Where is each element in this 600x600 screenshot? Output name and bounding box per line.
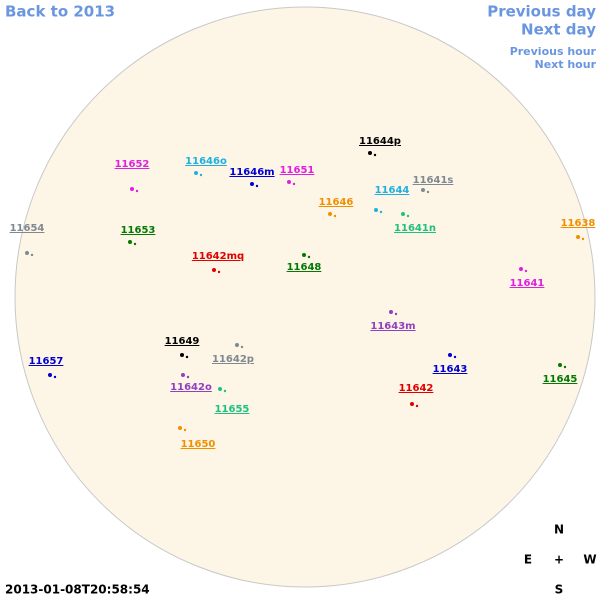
region-label[interactable]: 11642mq — [192, 251, 244, 262]
region-spot — [128, 240, 132, 244]
region-spot — [328, 212, 332, 216]
region-spot — [48, 373, 52, 377]
region-label[interactable]: 11642 — [399, 383, 434, 394]
next-day-link[interactable]: Next day — [521, 21, 596, 39]
back-link[interactable]: Back to 2013 — [5, 3, 115, 21]
region-label[interactable]: 11643 — [433, 364, 468, 375]
region-spot — [178, 426, 182, 430]
region-spot — [223, 389, 227, 393]
region-label[interactable]: 11651 — [280, 165, 315, 176]
region-label[interactable]: 11642p — [212, 354, 254, 365]
region-spot — [212, 268, 216, 272]
region-spot — [379, 210, 383, 214]
region-spot — [374, 208, 378, 212]
region-label[interactable]: 11644p — [359, 136, 401, 147]
region-spot — [194, 171, 198, 175]
region-spot — [183, 428, 187, 432]
region-spot — [581, 237, 585, 241]
region-label[interactable]: 11657 — [29, 356, 64, 367]
region-spot — [218, 387, 222, 391]
region-spot — [185, 355, 189, 359]
region-spot — [180, 353, 184, 357]
previous-hour-link[interactable]: Previous hour — [510, 45, 597, 58]
region-label[interactable]: 11642o — [170, 382, 212, 393]
region-label[interactable]: 11641s — [413, 175, 454, 186]
region-label[interactable]: 11649 — [165, 336, 200, 347]
region-spot — [426, 190, 430, 194]
region-label[interactable]: 11646o — [185, 156, 227, 167]
region-label[interactable]: 11641n — [394, 223, 436, 234]
region-label[interactable]: 11653 — [121, 225, 156, 236]
region-spot — [199, 173, 203, 177]
region-spot — [287, 180, 291, 184]
timestamp: 2013-01-08T20:58:54 — [5, 583, 150, 597]
region-spot — [307, 255, 311, 259]
region-label[interactable]: 11644 — [375, 185, 410, 196]
compass-east: E — [524, 553, 532, 567]
region-label[interactable]: 11654 — [10, 223, 45, 234]
region-label[interactable]: 11645 — [543, 374, 578, 385]
region-spot — [292, 182, 296, 186]
region-spot — [240, 345, 244, 349]
compass-south: S — [555, 583, 564, 597]
region-label[interactable]: 11643m — [370, 321, 415, 332]
previous-day-link[interactable]: Previous day — [487, 3, 596, 21]
region-label[interactable]: 11638 — [561, 218, 596, 229]
region-spot — [448, 353, 452, 357]
region-label[interactable]: 11641 — [510, 278, 545, 289]
region-spot — [25, 251, 29, 255]
region-spot — [421, 188, 425, 192]
region-spot — [576, 235, 580, 239]
solar-disk — [14, 6, 596, 588]
compass-center: + — [554, 553, 564, 567]
region-label[interactable]: 11648 — [287, 262, 322, 273]
compass-north: N — [554, 523, 564, 537]
region-spot — [415, 404, 419, 408]
region-spot — [53, 375, 57, 379]
region-spot — [519, 267, 523, 271]
region-spot — [186, 375, 190, 379]
region-spot — [558, 363, 562, 367]
region-label[interactable]: 11646 — [319, 197, 354, 208]
region-spot — [217, 270, 221, 274]
region-spot — [255, 184, 259, 188]
region-spot — [394, 312, 398, 316]
region-spot — [563, 365, 567, 369]
region-spot — [453, 355, 457, 359]
region-spot — [406, 214, 410, 218]
region-label[interactable]: 11646m — [229, 167, 274, 178]
region-spot — [133, 242, 137, 246]
region-spot — [235, 343, 239, 347]
region-spot — [410, 402, 414, 406]
region-spot — [389, 310, 393, 314]
region-spot — [30, 253, 34, 257]
region-label[interactable]: 11655 — [215, 404, 250, 415]
region-spot — [302, 253, 306, 257]
next-hour-link[interactable]: Next hour — [535, 58, 597, 71]
region-spot — [250, 182, 254, 186]
region-spot — [181, 373, 185, 377]
region-label[interactable]: 11650 — [181, 439, 216, 450]
region-spot — [135, 189, 139, 193]
compass-west: W — [583, 553, 596, 567]
region-spot — [373, 153, 377, 157]
region-spot — [401, 212, 405, 216]
region-spot — [368, 151, 372, 155]
region-spot — [524, 269, 528, 273]
region-spot — [130, 187, 134, 191]
region-spot — [333, 214, 337, 218]
region-label[interactable]: 11652 — [115, 159, 150, 170]
